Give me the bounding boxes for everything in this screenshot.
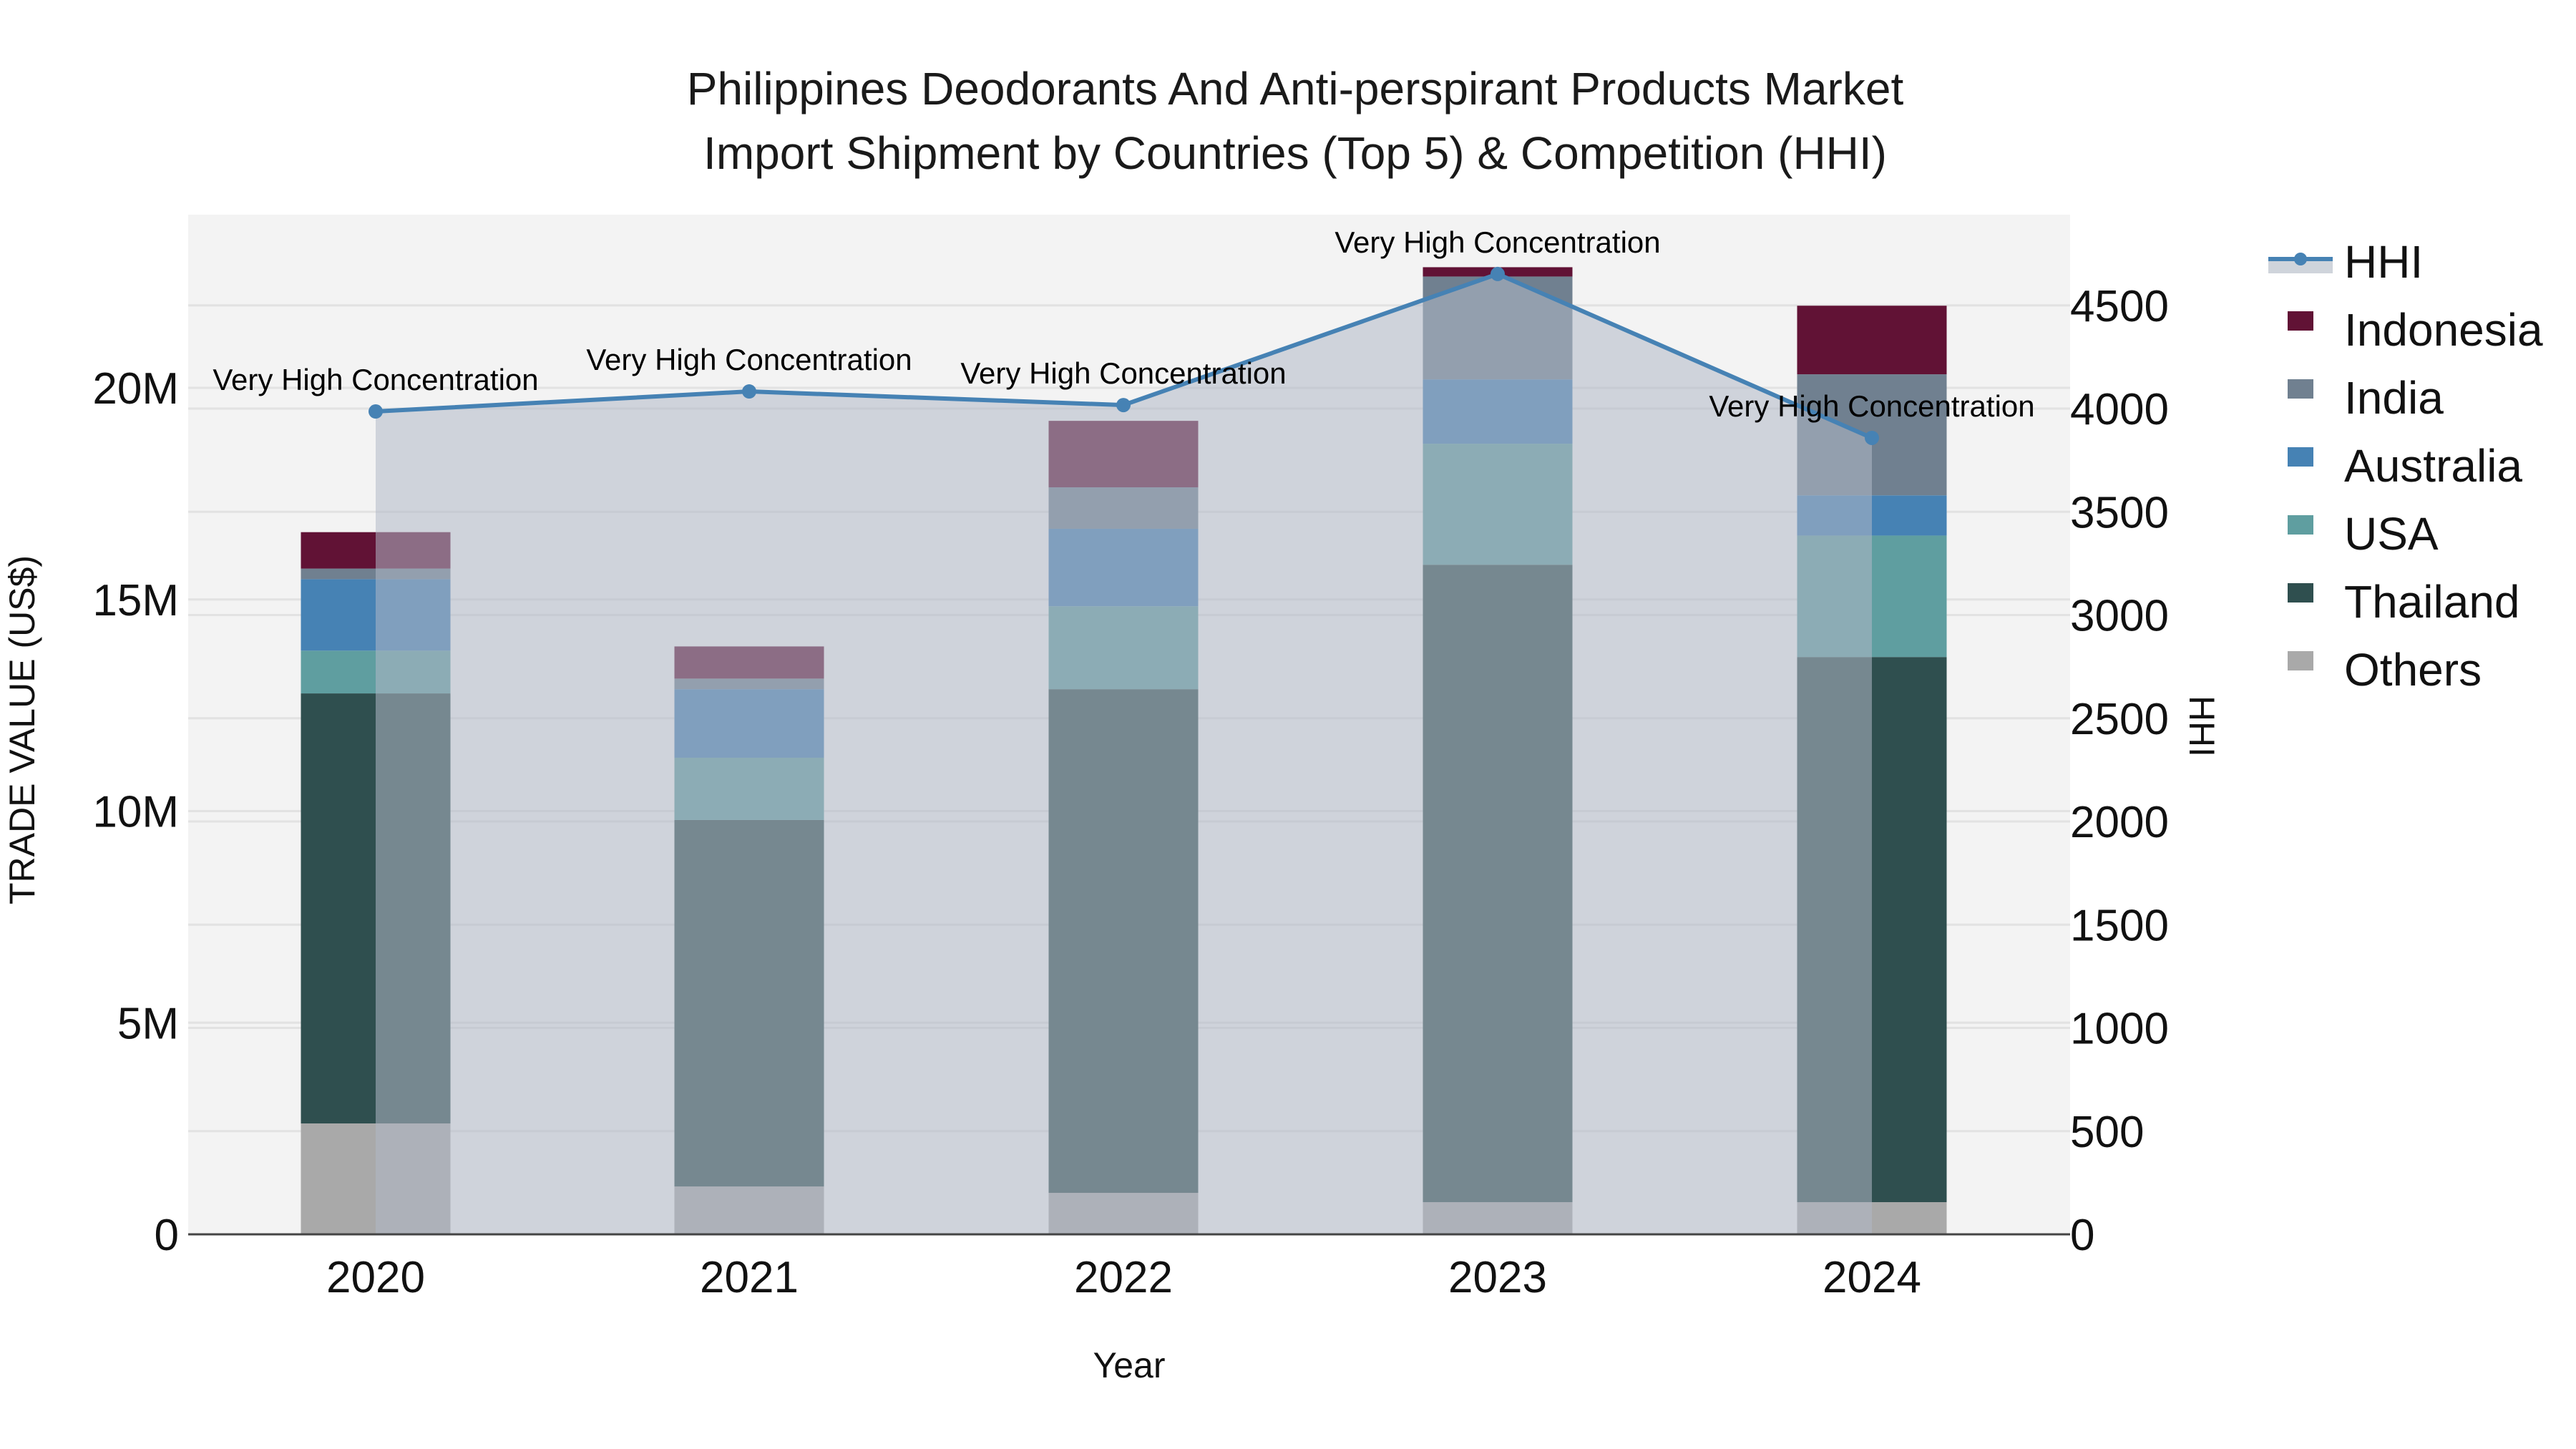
chart-title-line-2: Import Shipment by Countries (Top 5) & C… (703, 127, 1887, 179)
legend-label: USA (2344, 508, 2439, 560)
y2-tick-label: 500 (2070, 1108, 2144, 1157)
hhi-annotation: Very High Concentration (1335, 225, 1660, 259)
hhi-annotation: Very High Concentration (213, 363, 538, 396)
bar-segment-indonesia (1797, 306, 1947, 375)
legend-label: Australia (2344, 440, 2522, 492)
y2-axis-ticks: 0 500 1000 1500 2000 2500 3000 3500 4000 4500 (2070, 282, 2169, 1260)
legend-item-thailand: Thailand (2288, 576, 2520, 628)
hhi-area-overlay (376, 273, 1872, 1235)
legend-label: HHI (2344, 236, 2423, 288)
y-tick-label: 0 (155, 1211, 179, 1260)
hhi-annotation: Very High Concentration (960, 356, 1286, 390)
x-tick-label: 2020 (326, 1253, 425, 1302)
y-axis-title: TRADE VALUE (US$) (2, 555, 42, 904)
x-tick-label: 2022 (1074, 1253, 1173, 1302)
x-tick-label: 2023 (1448, 1253, 1547, 1302)
y2-tick-label: 1000 (2070, 1005, 2169, 1054)
legend-item-others: Others (2288, 644, 2482, 696)
chart-title: Philippines Deodorants And Anti-perspira… (687, 63, 1904, 179)
hhi-marker-2020 (369, 404, 383, 419)
hhi-marker-2024 (1865, 430, 1879, 445)
y-tick-label: 20M (92, 364, 179, 414)
chart-title-line-1: Philippines Deodorants And Anti-perspira… (687, 63, 1904, 114)
y2-tick-label: 0 (2070, 1211, 2094, 1260)
y-tick-label: 15M (92, 576, 179, 625)
legend-label: Others (2344, 644, 2482, 696)
hhi-annotation: Very High Concentration (586, 343, 912, 376)
hhi-marker-2023 (1491, 266, 1505, 281)
hhi-marker-2022 (1116, 398, 1131, 413)
x-axis-title: Year (1093, 1345, 1165, 1385)
x-tick-label: 2021 (700, 1253, 799, 1302)
y2-tick-label: 2500 (2070, 695, 2169, 744)
y2-tick-label: 3500 (2070, 488, 2169, 537)
legend-item-usa: USA (2288, 508, 2439, 560)
hhi-line (369, 266, 1879, 445)
legend-swatch-icon (2288, 583, 2313, 602)
legend-item-indonesia: Indonesia (2288, 304, 2543, 356)
x-tick-label: 2024 (1823, 1253, 1921, 1302)
y-tick-label: 10M (92, 788, 179, 837)
legend-label: Thailand (2344, 576, 2520, 628)
x-axis-ticks: 2020 2021 2022 2023 2024 (326, 1253, 1921, 1302)
legend-item-hhi: HHI (2268, 236, 2423, 288)
y2-tick-label: 4500 (2070, 282, 2169, 331)
legend-swatch-icon (2288, 379, 2313, 399)
y2-tick-label: 2000 (2070, 798, 2169, 847)
y2-tick-label: 4000 (2070, 385, 2169, 434)
hhi-area-shape (376, 273, 1872, 1235)
legend-label: Indonesia (2344, 304, 2543, 356)
y2-tick-label: 1500 (2070, 901, 2169, 950)
hhi-legend-area-icon (2268, 259, 2333, 273)
y2-axis-title: HHI (2182, 696, 2222, 757)
legend-swatch-icon (2288, 447, 2313, 467)
hhi-marker-2021 (742, 384, 756, 399)
legend-swatch-icon (2288, 515, 2313, 535)
legend-swatch-icon (2288, 651, 2313, 670)
y-tick-label: 5M (117, 999, 179, 1048)
legend-item-india: India (2288, 372, 2444, 424)
hhi-annotation: Very High Concentration (1709, 389, 2034, 423)
hhi-legend-marker-icon (2294, 253, 2307, 265)
y2-tick-label: 3000 (2070, 592, 2169, 641)
legend-item-australia: Australia (2288, 440, 2522, 492)
hhi-annotations: Very High Concentration Very High Concent… (213, 225, 2034, 423)
legend-label: India (2344, 372, 2444, 424)
legend-swatch-icon (2288, 311, 2313, 331)
y-axis-ticks: 0 5M 10M 15M 20M (92, 364, 179, 1260)
legend: HHI Indonesia India Australia USA Thailand Oth… (2268, 236, 2543, 696)
